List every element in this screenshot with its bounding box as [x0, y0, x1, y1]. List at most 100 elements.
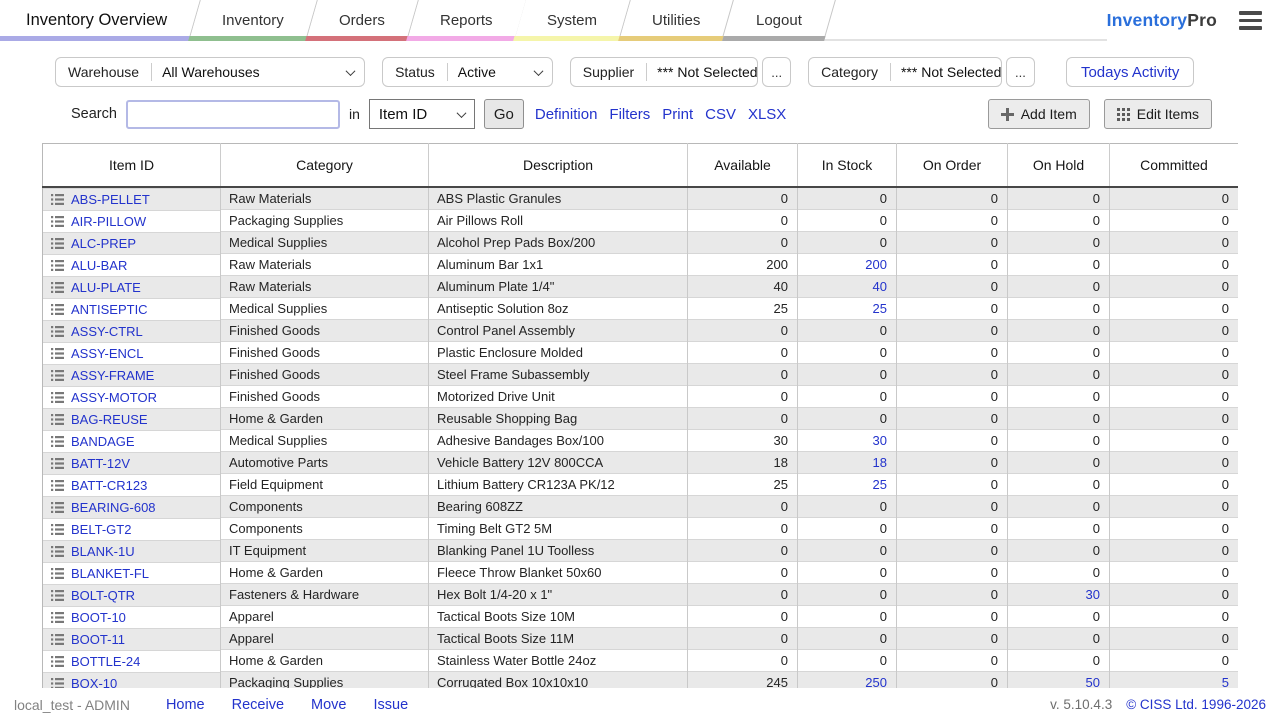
item-id-link[interactable]: ALU-BAR — [71, 257, 128, 273]
add-item-button[interactable]: Add Item — [987, 99, 1090, 129]
on-hold-cell[interactable]: 30 — [1007, 583, 1110, 606]
column-header-category[interactable]: Category — [220, 143, 429, 188]
row-menu-icon[interactable] — [51, 589, 64, 601]
in-stock-cell[interactable]: 25 — [797, 297, 897, 320]
tab-system[interactable]: System — [514, 0, 632, 41]
filters-link[interactable]: Filters — [609, 105, 651, 123]
item-id-link[interactable]: BATT-CR123 — [71, 477, 148, 493]
available-cell: 0 — [687, 583, 798, 606]
row-menu-icon[interactable] — [51, 193, 64, 205]
column-header-on-order[interactable]: On Order — [896, 143, 1008, 188]
item-id-link[interactable]: BATT-12V — [71, 455, 131, 471]
item-id-link[interactable]: ABS-PELLET — [71, 191, 150, 207]
row-menu-icon[interactable] — [51, 435, 64, 447]
in-stock-cell[interactable]: 18 — [797, 451, 897, 474]
row-menu-icon[interactable] — [51, 655, 64, 667]
row-menu-icon[interactable] — [51, 259, 64, 271]
row-menu-icon[interactable] — [51, 325, 64, 337]
column-header-committed[interactable]: Committed — [1109, 143, 1238, 188]
row-menu-icon[interactable] — [51, 567, 64, 579]
item-id-link[interactable]: ASSY-MOTOR — [71, 389, 157, 405]
description-cell: Alcohol Prep Pads Box/200 — [428, 231, 688, 254]
search-input[interactable] — [125, 99, 340, 129]
on-hold-cell[interactable]: 50 — [1007, 671, 1110, 688]
item-id-link[interactable]: ALC-PREP — [71, 235, 137, 251]
row-menu-icon[interactable] — [51, 369, 64, 381]
item-id-link[interactable]: BEARING-608 — [71, 499, 156, 515]
in-stock-cell[interactable]: 250 — [797, 671, 897, 688]
item-id-link[interactable]: BOOT-10 — [71, 609, 126, 625]
item-id-link[interactable]: BOTTLE-24 — [71, 653, 141, 669]
footer-link-move[interactable]: Move — [311, 696, 347, 713]
committed-cell: 0 — [1109, 231, 1238, 254]
description-cell: Vehicle Battery 12V 800CCA — [428, 451, 688, 474]
column-header-item-id[interactable]: Item ID — [42, 143, 221, 188]
item-id-link[interactable]: ASSY-CTRL — [71, 323, 143, 339]
hamburger-menu-icon[interactable] — [1237, 9, 1264, 32]
row-menu-icon[interactable] — [51, 611, 64, 623]
row-menu-icon[interactable] — [51, 633, 64, 645]
row-menu-icon[interactable] — [51, 281, 64, 293]
item-id-link[interactable]: ASSY-FRAME — [71, 367, 155, 383]
item-id-link[interactable]: BANDAGE — [71, 433, 135, 449]
xlsx-link[interactable]: XLSX — [747, 105, 787, 123]
item-id-link[interactable]: ANTISEPTIC — [71, 301, 148, 317]
row-menu-icon[interactable] — [51, 523, 64, 535]
item-id-link[interactable]: ASSY-ENCL — [71, 345, 144, 361]
edit-items-button[interactable]: Edit Items — [1103, 99, 1212, 129]
tab-utilities[interactable]: Utilities — [619, 0, 735, 41]
footer-link-home[interactable]: Home — [165, 696, 205, 713]
row-menu-icon[interactable] — [51, 457, 64, 469]
item-id-link[interactable]: BOX-10 — [71, 675, 118, 689]
column-header-in-stock[interactable]: In Stock — [797, 143, 897, 188]
definition-link[interactable]: Definition — [534, 105, 598, 123]
tab-logout[interactable]: Logout — [722, 0, 836, 41]
footer-link-issue[interactable]: Issue — [373, 696, 409, 713]
item-id-link[interactable]: BOLT-QTR — [71, 587, 136, 603]
row-menu-icon[interactable] — [51, 237, 64, 249]
in-stock-cell[interactable]: 40 — [797, 275, 897, 298]
search-field-select[interactable]: Item ID — [368, 99, 475, 129]
item-id-link[interactable]: BELT-GT2 — [71, 521, 132, 537]
item-id-link[interactable]: BLANKET-FL — [71, 565, 150, 581]
row-menu-icon[interactable] — [51, 545, 64, 557]
go-button[interactable]: Go — [483, 99, 524, 129]
description-cell: Bearing 608ZZ — [428, 495, 688, 518]
csv-link[interactable]: CSV — [705, 105, 736, 123]
row-menu-icon[interactable] — [51, 413, 64, 425]
todays-activity-button[interactable]: Todays Activity — [1065, 57, 1195, 87]
row-menu-icon[interactable] — [51, 501, 64, 513]
supplier-field[interactable]: *** Not Selected — [657, 64, 758, 80]
column-header-available[interactable]: Available — [687, 143, 798, 188]
row-menu-icon[interactable] — [51, 215, 64, 227]
tab-inventory-overview[interactable]: Inventory Overview — [0, 0, 202, 41]
row-menu-icon[interactable] — [51, 479, 64, 491]
in-stock-cell[interactable]: 30 — [797, 429, 897, 452]
item-id-link[interactable]: BLANK-1U — [71, 543, 135, 559]
column-header-description[interactable]: Description — [428, 143, 688, 188]
committed-cell[interactable]: 5 — [1109, 671, 1238, 688]
item-id-link[interactable]: BOOT-11 — [71, 631, 125, 647]
tab-reports[interactable]: Reports — [406, 0, 527, 41]
category-field[interactable]: *** Not Selected — [900, 64, 1001, 80]
row-menu-icon[interactable] — [51, 303, 64, 315]
row-menu-icon[interactable] — [51, 347, 64, 359]
warehouse-select[interactable]: All Warehouses — [152, 64, 364, 80]
item-id-link[interactable]: AIR-PILLOW — [71, 213, 147, 229]
item-id-link[interactable]: ALU-PLATE — [71, 279, 141, 295]
tab-inventory[interactable]: Inventory — [189, 0, 318, 41]
description-cell: Adhesive Bandages Box/100 — [428, 429, 688, 452]
column-header-on-hold[interactable]: On Hold — [1007, 143, 1110, 188]
tab-orders[interactable]: Orders — [306, 0, 419, 41]
category-browse-button[interactable]: ... — [1005, 57, 1035, 87]
item-id-link[interactable]: BAG-REUSE — [71, 411, 148, 427]
copyright-link[interactable]: © CISS Ltd. 1996-2026 — [1126, 697, 1266, 712]
footer-link-receive[interactable]: Receive — [231, 696, 285, 713]
print-link[interactable]: Print — [662, 105, 694, 123]
status-select[interactable]: Active — [448, 64, 552, 80]
in-stock-cell[interactable]: 200 — [797, 253, 897, 276]
row-menu-icon[interactable] — [51, 677, 64, 688]
row-menu-icon[interactable] — [51, 391, 64, 403]
supplier-browse-button[interactable]: ... — [762, 57, 792, 87]
in-stock-cell[interactable]: 25 — [797, 473, 897, 496]
